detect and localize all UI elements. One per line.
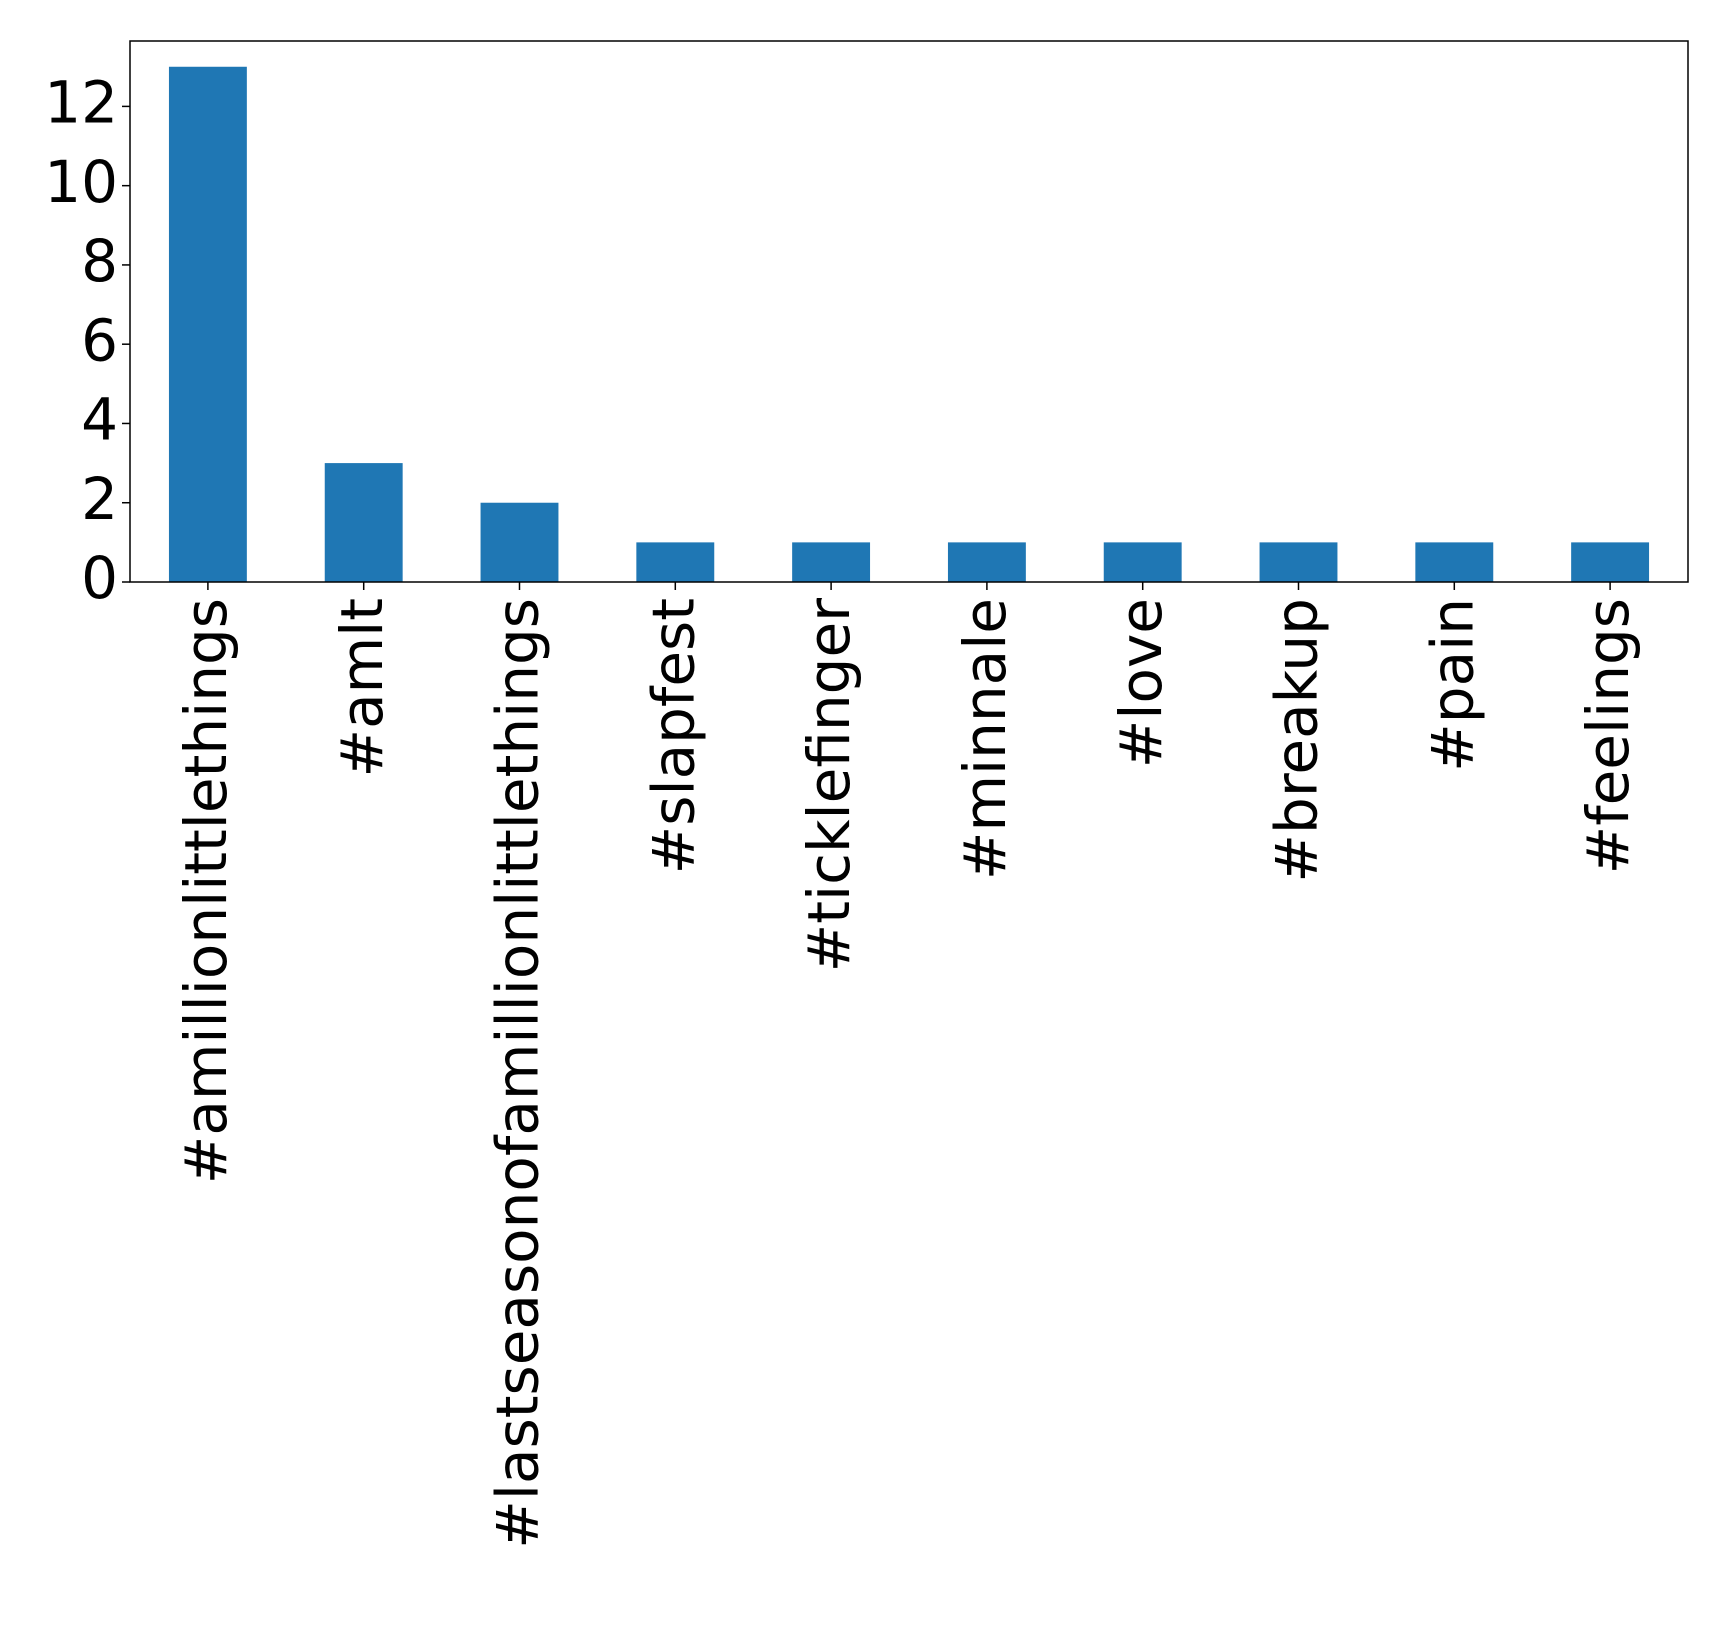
bar-amillionlittlethings bbox=[168, 66, 247, 582]
axes-frame bbox=[129, 40, 1689, 583]
bar-breakup bbox=[1259, 542, 1338, 582]
y-tick-label: 4 bbox=[81, 386, 118, 454]
y-tick-label: 6 bbox=[81, 306, 118, 374]
x-tick-label: #pain bbox=[1418, 598, 1486, 772]
bar-ticklefinger bbox=[792, 542, 871, 582]
y-tick-label: 0 bbox=[81, 544, 118, 612]
bar-feelings bbox=[1571, 542, 1650, 582]
x-axis: #amillionlittlethings #amlt #lastseasonofa… bbox=[172, 582, 1642, 1549]
x-tick-label: #amlt bbox=[328, 598, 396, 778]
bar-slapfest bbox=[636, 542, 715, 582]
bar-minnale bbox=[947, 542, 1026, 582]
x-tick-label: #amillionlittlethings bbox=[172, 598, 240, 1184]
bar-love bbox=[1103, 542, 1182, 582]
x-tick-label: #breakup bbox=[1263, 598, 1331, 883]
x-tick-label: #ticklefinger bbox=[795, 598, 863, 973]
x-tick-label: #feelings bbox=[1574, 598, 1642, 874]
y-tick-label: 10 bbox=[44, 148, 118, 216]
bar-lastseasonofamillionlittlethings bbox=[480, 502, 559, 582]
x-tick-label: #slapfest bbox=[639, 598, 707, 874]
bar-pain bbox=[1415, 542, 1494, 582]
bar-amlt bbox=[324, 463, 403, 582]
bars-group bbox=[168, 66, 1650, 582]
y-axis: 0 2 4 6 8 10 12 bbox=[44, 69, 130, 612]
y-tick-label: 2 bbox=[81, 465, 118, 533]
y-tick-label: 8 bbox=[81, 227, 118, 295]
x-tick-label: #minnale bbox=[951, 598, 1019, 880]
x-tick-label: #lastseasonofamillionlittlethings bbox=[484, 598, 552, 1549]
y-tick-label: 12 bbox=[44, 69, 118, 137]
x-tick-label: #love bbox=[1107, 598, 1175, 768]
